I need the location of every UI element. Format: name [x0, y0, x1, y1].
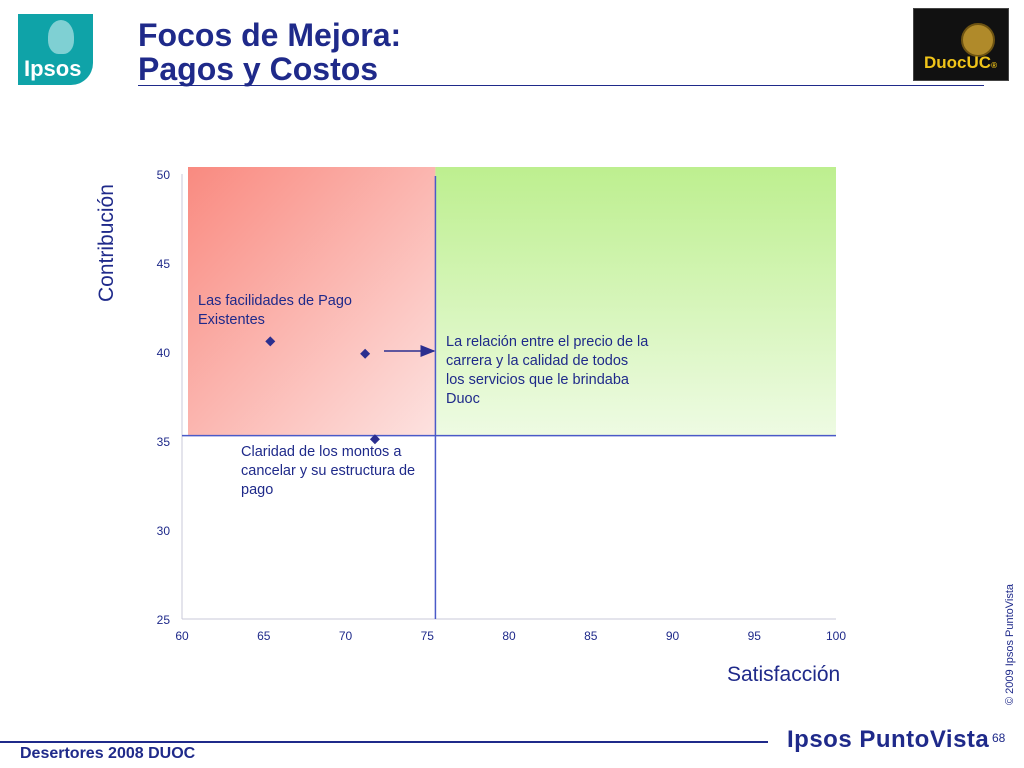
title-line-2: Pagos y Costos	[138, 51, 379, 87]
y-tick-label: 45	[157, 257, 171, 271]
point-annotation-label: pago	[241, 482, 273, 498]
quadrant-high-satisfaction	[435, 167, 836, 436]
y-tick-labels: 25 30 35 40 45 50	[157, 168, 171, 627]
page-title: Focos de Mejora: Pagos y Costos	[138, 18, 401, 86]
quadrant-low-satisfaction	[188, 167, 436, 436]
data-point-marker	[265, 336, 276, 347]
x-tick-label: 85	[584, 629, 598, 643]
title-line-1: Focos de Mejora:	[138, 17, 402, 53]
data-point-marker	[369, 434, 380, 445]
x-tick-label: 100	[826, 629, 846, 643]
point-annotation-label: carrera y la calidad de todos	[446, 353, 628, 369]
head-silhouette-icon	[48, 20, 74, 54]
ipsos-logo-text: Ipsos	[24, 56, 82, 81]
point-annotation-label: los servicios que le brindaba	[446, 372, 630, 388]
duoc-logo: DuocUC®	[913, 8, 1009, 81]
point-annotation-label: La relación entre el precio de la	[446, 334, 649, 350]
y-tick-label: 35	[157, 435, 171, 449]
x-tick-label: 70	[339, 629, 353, 643]
x-tick-label: 75	[421, 629, 435, 643]
ipsos-logo: Ipsos	[18, 14, 93, 85]
point-annotation-label: Claridad de los montos a	[241, 444, 402, 460]
footer-left-text: Desertores 2008 DUOC	[20, 745, 196, 762]
duoc-logo-text: DuocUC®	[924, 53, 997, 72]
data-points	[265, 336, 380, 445]
x-tick-label: 80	[502, 629, 516, 643]
y-tick-label: 50	[157, 168, 171, 182]
y-tick-label: 40	[157, 346, 171, 360]
x-tick-label: 95	[748, 629, 762, 643]
x-tick-label: 60	[175, 629, 189, 643]
title-underline	[138, 85, 984, 86]
page-number: 68	[992, 731, 1006, 745]
x-axis-label: Satisfacción	[727, 663, 840, 686]
y-axis-label: Contribución	[95, 184, 118, 302]
copyright-text: © 2009 Ipsos PuntoVista	[1004, 583, 1016, 705]
footer-rule	[0, 741, 768, 743]
data-point-marker	[360, 348, 371, 359]
y-tick-label: 25	[157, 613, 171, 627]
point-annotation-label: Existentes	[198, 312, 265, 328]
x-tick-labels: 60 65 70 75 80 85 90 95 100	[175, 629, 846, 643]
x-tick-label: 65	[257, 629, 271, 643]
duoc-seal-icon	[961, 23, 995, 57]
point-annotation-label: Las facilidades de Pago	[198, 293, 352, 309]
point-annotations: Las facilidades de Pago Existentes La rela…	[198, 293, 649, 498]
point-annotation-label: Duoc	[446, 391, 480, 407]
point-annotation-label: cancelar y su estructura de	[241, 463, 415, 479]
footer-brand-logo: Ipsos PuntoVista	[787, 726, 990, 753]
y-tick-label: 30	[157, 524, 171, 538]
x-tick-label: 90	[666, 629, 680, 643]
